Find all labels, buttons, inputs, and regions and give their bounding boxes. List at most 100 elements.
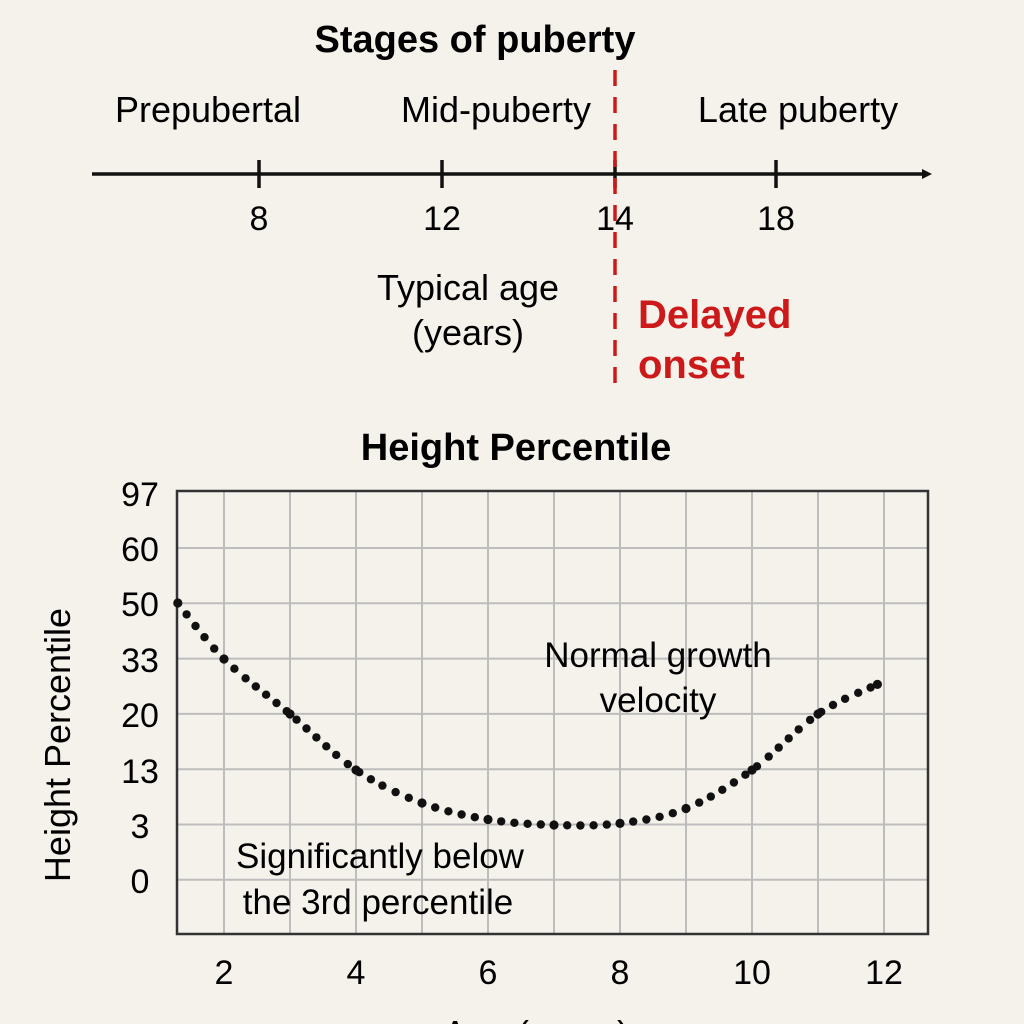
timeline-title: Stages of puberty [315, 19, 636, 61]
growth-curve-dot [563, 821, 572, 830]
growth-curve-dot [794, 725, 803, 734]
puberty-timeline-panel: Stages of puberty Prepubertal Mid-pubert… [92, 19, 932, 392]
stage-label-prepubertal: Prepubertal [115, 89, 301, 130]
growth-curve-dot [866, 683, 875, 692]
growth-curve-dot [182, 610, 191, 619]
growth-curve-dot [523, 819, 532, 828]
x-tick-labels: 2 4 6 8 10 12 [215, 954, 903, 992]
x-tick-label-2: 2 [215, 954, 234, 992]
growth-curve-dot [417, 798, 427, 808]
timeline-axis-label-line1: Typical age [377, 267, 559, 308]
growth-curve-dot [510, 818, 519, 827]
growth-curve-dot [706, 792, 715, 801]
y-tick-label-60: 60 [121, 531, 159, 569]
growth-chart-title: Height Percentile [361, 427, 671, 469]
annotation-below-third-line1: Significantly below [236, 837, 525, 876]
growth-curve-dot [444, 807, 453, 816]
growth-curve-dot [840, 694, 850, 703]
growth-curve-dot [191, 621, 200, 631]
annotation-normal-velocity-line2: velocity [600, 681, 717, 720]
y-tick-label-20: 20 [121, 697, 159, 735]
growth-curve-dot [230, 664, 239, 673]
x-tick-label-12: 12 [865, 954, 903, 992]
growth-curve-dot [729, 778, 739, 787]
growth-curve-dot [404, 793, 413, 802]
growth-curve-dot [549, 820, 559, 830]
annotation-below-third-line2: the 3rd percentile [243, 883, 513, 922]
growth-curve-dot [241, 674, 250, 683]
growth-curve-dot [431, 803, 440, 812]
growth-curve-dot [261, 690, 271, 699]
plot-frame [175, 489, 930, 936]
growth-curve-dot [312, 733, 321, 742]
growth-curve-dot [764, 752, 773, 761]
growth-curve-dot [391, 787, 400, 797]
y-tick-label-3: 3 [131, 808, 150, 846]
growth-curve-dot [741, 770, 750, 779]
timeline-tick-label-12: 12 [423, 200, 461, 238]
growth-curve-dot [752, 762, 762, 771]
growth-curve-dot [343, 759, 352, 769]
growth-curve-series [173, 598, 883, 830]
growth-curve-dot [615, 819, 625, 828]
x-tick-label-4: 4 [347, 954, 366, 992]
growth-curve-dot [355, 768, 364, 777]
growth-curve-dot [497, 817, 506, 826]
x-tick-label-10: 10 [733, 954, 771, 992]
growth-curve-dot [718, 785, 727, 794]
growth-curve-dot [828, 700, 838, 710]
growth-curve-dot [642, 815, 651, 824]
y-tick-label-0: 0 [131, 863, 150, 901]
growth-curve-dot [817, 707, 826, 717]
data-point-age-1.3 [173, 598, 183, 608]
growth-curve-dot [536, 820, 545, 829]
growth-curve-dot [470, 813, 479, 822]
growth-curve-dot [784, 734, 793, 743]
growth-curve-dot [332, 750, 341, 760]
growth-curve-dot [251, 682, 260, 691]
y-tick-label-97: 97 [121, 476, 159, 514]
growth-curve-dot [282, 707, 291, 716]
y-tick-label-33: 33 [121, 642, 159, 680]
growth-curve-dot [774, 743, 783, 752]
growth-curve-dot [681, 804, 691, 813]
growth-curve-dot [854, 688, 863, 697]
growth-curve-dot [655, 812, 664, 821]
timeline-ticks: 8 12 14 18 [250, 160, 795, 238]
growth-curve-dot [668, 809, 677, 818]
growth-curve-dot [210, 644, 219, 653]
growth-curve-dot [805, 715, 815, 725]
growth-curve-dot [602, 820, 611, 829]
growth-curve-dot [322, 742, 331, 751]
y-axis-label: Height Percentile [37, 608, 78, 882]
y-tick-label-13: 13 [121, 753, 159, 791]
growth-curve-dot [200, 633, 209, 642]
growth-curve-dot [589, 821, 598, 830]
timeline-tick-label-18: 18 [757, 200, 795, 238]
height-percentile-chart: Height Percentile Height Percentile 0 3 13… [37, 427, 930, 1024]
data-point-age-11.9 [872, 679, 883, 690]
growth-curve-dot [366, 775, 376, 784]
growth-curve-dot [378, 781, 387, 790]
x-tick-label-6: 6 [479, 954, 498, 992]
timeline-axis-label-line2: (years) [412, 312, 524, 353]
growth-curve-dot [695, 798, 704, 807]
growth-curve-dot [629, 817, 638, 826]
delayed-onset-label-line1: Delayed [638, 293, 791, 337]
growth-curve-dot [302, 724, 311, 733]
stage-label-mid-puberty: Mid-puberty [401, 89, 591, 130]
x-tick-label-8: 8 [611, 954, 630, 992]
delayed-onset-label-line2: onset [638, 343, 745, 387]
y-tick-label-50: 50 [121, 586, 159, 624]
annotation-normal-velocity-line1: Normal growth [544, 636, 772, 675]
growth-curve-dot [483, 815, 493, 824]
growth-curve-dot [457, 810, 466, 819]
stage-label-late-puberty: Late puberty [698, 89, 898, 130]
growth-curve-dot [272, 698, 281, 708]
growth-curve-dot [292, 715, 301, 724]
timeline-tick-label-8: 8 [250, 200, 269, 238]
y-tick-labels: 0 3 13 20 33 50 60 97 [121, 476, 159, 901]
growth-curve-dot [576, 821, 585, 830]
growth-curve-dot [219, 654, 229, 664]
